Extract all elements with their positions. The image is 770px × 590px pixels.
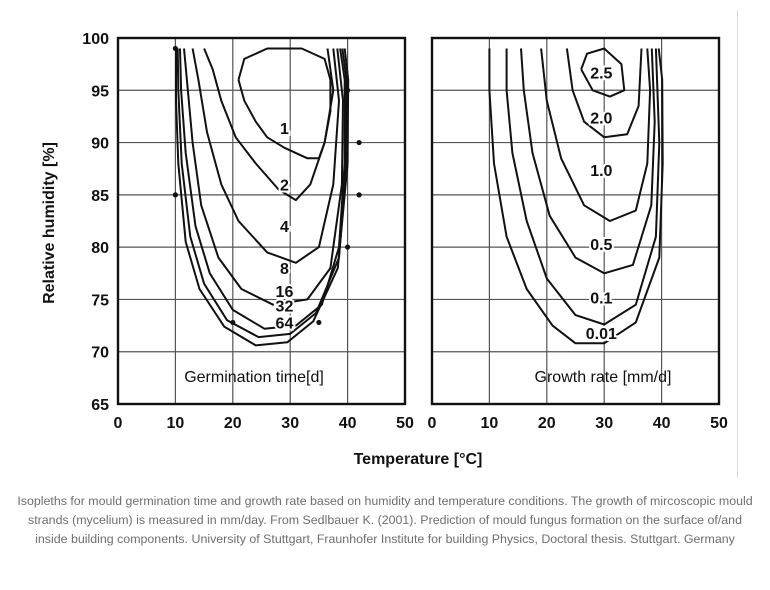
isopleth-label: 4 xyxy=(280,219,289,236)
isopleth-32 xyxy=(176,48,348,339)
y-tick-label: 65 xyxy=(91,397,109,414)
isopleth-2-5 xyxy=(580,47,626,98)
y-tick-label: 85 xyxy=(91,188,109,205)
plot-frame xyxy=(430,36,721,406)
data-point xyxy=(172,192,178,198)
isopleth-label: 64 xyxy=(276,315,294,332)
isopleth-1 xyxy=(237,47,332,160)
isopleth-label: 2 xyxy=(280,177,289,194)
data-point xyxy=(345,87,351,93)
data-point xyxy=(345,244,351,250)
figure-divider xyxy=(737,10,738,478)
y-tick-label: 90 xyxy=(91,136,109,153)
isopleth-label: 32 xyxy=(276,299,294,316)
isopleth-label: 16 xyxy=(276,284,294,301)
isopleth-label: 1 xyxy=(280,121,289,138)
isopleth-8 xyxy=(183,48,344,306)
plot-frame xyxy=(116,36,407,406)
data-point xyxy=(356,139,362,146)
x-tick-label: 0 xyxy=(114,415,123,432)
isopleth-label: 8 xyxy=(280,261,289,278)
data-point xyxy=(172,45,178,52)
isopleth-16 xyxy=(179,48,346,330)
x-tick-label: 0 xyxy=(428,415,437,432)
x-tick-label: 50 xyxy=(710,415,728,432)
isopleth-0-5 xyxy=(520,48,656,275)
panel-growth: 0 10 20 30 40 50 2.5 2.0 1.0 0.5 0.1 0.01 xyxy=(428,36,728,432)
isopleth-label: 0.01 xyxy=(586,326,617,343)
x-tick-label: 20 xyxy=(538,415,556,432)
isopleth-2-0 xyxy=(565,48,643,139)
germination-panel-label: Germination time[d] xyxy=(184,369,324,386)
isopleth-4 xyxy=(191,48,340,264)
x-tick-label: 10 xyxy=(481,415,499,432)
isopleth-0-1 xyxy=(505,48,661,326)
isopleth-label: 0.1 xyxy=(590,290,612,307)
growth-panel-label: Growth rate [mm/d] xyxy=(535,369,672,386)
y-tick-label: 80 xyxy=(91,240,109,257)
x-tick-label: 10 xyxy=(167,415,185,432)
isopleth-2 xyxy=(203,48,335,202)
isopleth-0-01 xyxy=(488,48,664,345)
data-point xyxy=(316,319,322,326)
x-axis-label: Temperature [°C] xyxy=(354,451,483,468)
y-tick-label: 75 xyxy=(91,292,109,309)
isopleth-label: 2.0 xyxy=(590,110,612,127)
isopleth-64 xyxy=(175,48,350,347)
data-point xyxy=(230,319,236,326)
y-axis-label: Relative humidity [%] xyxy=(41,142,58,304)
isopleth-label: 1.0 xyxy=(590,163,612,180)
x-tick-label: 40 xyxy=(339,415,357,432)
y-tick-label: 95 xyxy=(91,83,109,100)
figure-caption: Isopleths for mould germination time and… xyxy=(17,494,753,546)
x-tick-label: 30 xyxy=(595,415,613,432)
isopleth-label: 0.5 xyxy=(590,237,612,254)
x-tick-label: 20 xyxy=(224,415,242,432)
figure: 0 10 20 30 40 50 2.5 2.0 1.0 0.5 0.1 0.01 0 10 20 30 40 5… xyxy=(41,31,728,468)
y-tick-label: 70 xyxy=(91,345,109,362)
isopleth-label: 2.5 xyxy=(590,66,612,83)
y-tick-label: 100 xyxy=(82,31,109,48)
x-tick-label: 40 xyxy=(653,415,671,432)
isopleth-1-0 xyxy=(540,48,652,222)
x-tick-label: 50 xyxy=(396,415,414,432)
x-tick-label: 30 xyxy=(281,415,299,432)
isopleth-chart: 0 10 20 30 40 50 2.5 2.0 1.0 0.5 0.1 0.01 0 10 20 30 40 5… xyxy=(41,31,728,468)
data-point xyxy=(356,192,362,198)
